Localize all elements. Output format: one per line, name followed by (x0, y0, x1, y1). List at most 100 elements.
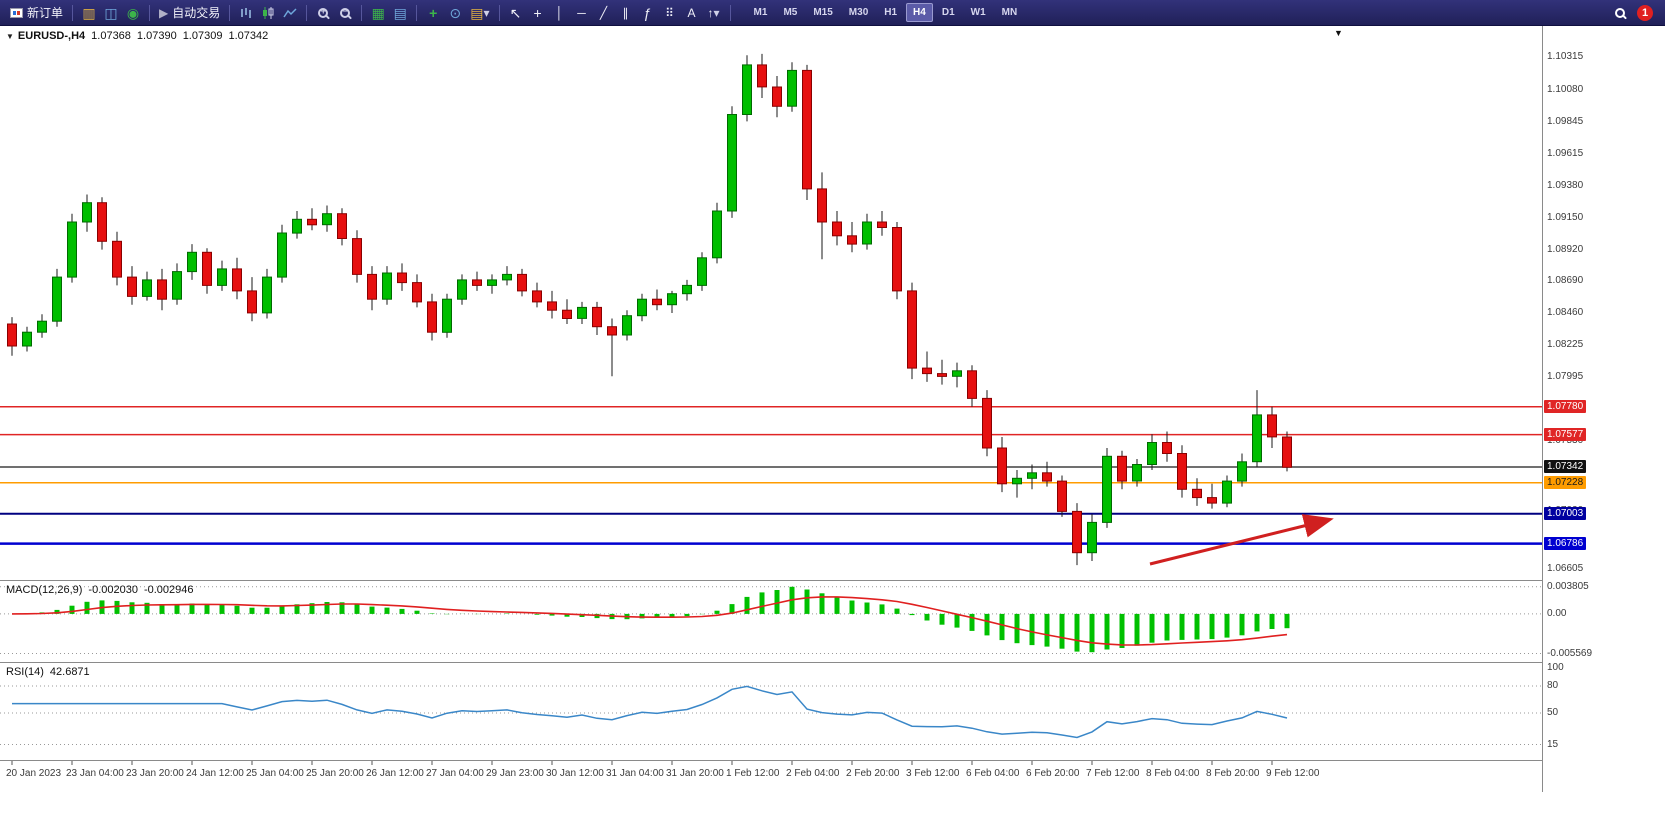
autotrading-icon: ▶ (159, 5, 169, 20)
crosshair-icon: + (533, 4, 542, 21)
timeframe-button-H1[interactable]: H1 (884, 7, 898, 18)
price-level-label: 1.07003 (1544, 506, 1587, 520)
new-order-button[interactable]: 新订单 (7, 3, 66, 23)
templates-button[interactable]: ▤ ▾ (467, 3, 492, 23)
profiles-button[interactable]: ◫ (101, 3, 121, 23)
timeframe-button-D1[interactable]: D1 (941, 7, 955, 18)
rsi-value: 42.6871 (49, 666, 90, 678)
arrows-tool-icon: ↑ (707, 5, 714, 20)
time-axis-label: 2 Feb 20:00 (846, 768, 900, 779)
toolbar-separator (72, 4, 74, 21)
time-axis-label: 23 Jan 04:00 (66, 768, 124, 779)
axis-label: 0.003805 (1547, 580, 1589, 592)
chart-window: ▼ EURUSD-,H4 1.07368 1.07390 1.07309 1.07342 … (0, 26, 1665, 837)
axis-label: 15 (1547, 738, 1559, 750)
macd-layer (0, 586, 1542, 654)
ohlc-high: 1.07390 (136, 30, 177, 42)
axis-label: 1.09150 (1547, 211, 1584, 223)
shapes-tool-button[interactable]: ⠿ (660, 3, 680, 23)
notification-badge[interactable]: 1 (1637, 4, 1653, 21)
time-axis-label: 1 Feb 12:00 (726, 768, 780, 779)
time-axis-label: 7 Feb 12:00 (1086, 768, 1140, 779)
ohlc-close: 1.07342 (228, 30, 269, 42)
trend-arrow-annotation[interactable] (1149, 514, 1334, 566)
fibonacci-tool-button[interactable]: ƒ (638, 3, 658, 23)
bar-chart-icon (241, 7, 252, 18)
candlestick-mode-button[interactable] (258, 3, 278, 23)
toolbar-separator (306, 4, 308, 21)
ohlc-open: 1.07368 (91, 30, 131, 42)
time-axis-label: 9 Feb 12:00 (1266, 768, 1320, 779)
timeframe-button-M1[interactable]: M1 (753, 7, 768, 18)
toolbar-separator (416, 4, 418, 21)
price-level-label: 1.07577 (1544, 427, 1587, 441)
tile-windows-button[interactable]: ▦ (368, 3, 388, 23)
line-chart-mode-button[interactable] (280, 3, 300, 23)
text-tool-button[interactable]: A (682, 3, 702, 23)
price-chart-canvas[interactable] (0, 26, 1542, 792)
channel-icon: ∥ (622, 5, 629, 20)
time-axis-label: 3 Feb 12:00 (906, 768, 960, 779)
fibonacci-icon: ƒ (643, 4, 652, 21)
cascade-windows-button[interactable]: ▤ (390, 3, 410, 23)
timeframe-group: M1 M5 M15 M30 H1 H4 D1 W1 MN (746, 3, 1026, 22)
crosshair-tool-button[interactable]: + (528, 3, 548, 23)
horizontal-line-tool-button[interactable]: ─ (572, 3, 592, 23)
toolbar-separator (149, 4, 151, 21)
arrows-tool-button[interactable]: ↑ ▾ (704, 3, 724, 23)
toolbar: 新订单 ▥ ◫ ◉ ▶ 自动交易 + − ▦ ▤ + ⊙ ▤ ▾ ↖ + │ ─ … (0, 0, 1665, 26)
zoom-in-button[interactable]: + (313, 3, 333, 23)
axis-label: 1.09380 (1547, 180, 1584, 192)
new-order-icon (10, 7, 23, 18)
bar-chart-mode-button[interactable] (236, 3, 256, 23)
axis-label: 0.00 (1547, 607, 1567, 619)
horizontal-lines-layer[interactable] (0, 405, 1542, 545)
vertical-line-tool-button[interactable]: │ (550, 3, 570, 23)
time-axis-label: 25 Jan 04:00 (246, 768, 304, 779)
zoom-out-icon: − (340, 6, 351, 18)
cycles-button[interactable]: ⊙ (445, 3, 465, 23)
scroll-to-end-marker[interactable]: ▼ (1334, 28, 1343, 38)
shapes-icon: ⠿ (665, 5, 674, 20)
zoom-out-button[interactable]: − (335, 3, 355, 23)
profiles-icon: ◫ (104, 4, 118, 21)
trendline-tool-button[interactable]: ╱ (594, 3, 614, 23)
price-level-label: 1.07342 (1544, 460, 1587, 473)
cursor-icon: ↖ (509, 4, 522, 21)
timeframe-button-MN[interactable]: MN (1001, 7, 1018, 18)
collapse-indicator-icon[interactable]: ▼ (6, 32, 14, 41)
community-button[interactable]: ◉ (123, 3, 143, 23)
time-axis-label: 27 Jan 04:00 (426, 768, 484, 779)
macd-name: MACD(12,26,9) (6, 584, 83, 596)
time-axis-label: 29 Jan 23:00 (486, 768, 544, 779)
time-axis-label: 24 Jan 12:00 (186, 768, 244, 779)
rsi-name: RSI(14) (6, 666, 44, 678)
rsi-indicator-label: RSI(14) 42.6871 (6, 666, 90, 678)
price-axis[interactable]: 1.10315 1.10080 1.09845 1.09615 1.09380 1.091… (1542, 26, 1665, 792)
pane-separator[interactable] (0, 662, 1665, 663)
channel-tool-button[interactable]: ∥ (616, 3, 636, 23)
trendline-icon: ╱ (599, 5, 608, 20)
autotrading-button[interactable]: ▶ 自动交易 (156, 3, 223, 23)
rsi-layer (0, 685, 1542, 745)
cursor-tool-button[interactable]: ↖ (506, 3, 526, 23)
toolbar-separator (498, 4, 500, 21)
time-axis-label: 26 Jan 12:00 (366, 768, 424, 779)
charts-button[interactable]: ▥ (79, 3, 99, 23)
timeframe-button-M15[interactable]: M15 (813, 7, 833, 18)
autotrading-label: 自动交易 (172, 5, 221, 20)
pane-separator[interactable] (0, 760, 1665, 761)
timeframe-button-M5[interactable]: M5 (783, 7, 798, 18)
axis-label: 1.09615 (1547, 147, 1584, 159)
search-button[interactable] (1610, 3, 1630, 23)
dropdown-caret-icon: ▾ (713, 5, 720, 20)
timeframe-button-W1[interactable]: W1 (970, 7, 986, 18)
time-axis-label: 8 Feb 20:00 (1206, 768, 1260, 779)
macd-indicator-label: MACD(12,26,9) -0.002030 -0.002946 (6, 584, 194, 596)
cascade-windows-icon: ▤ (393, 4, 407, 21)
indicators-button[interactable]: + (423, 3, 443, 23)
timeframe-button-H4[interactable]: H4 (906, 3, 933, 22)
timeframe-button-M30[interactable]: M30 (848, 7, 869, 18)
templates-icon: ▤ (470, 4, 484, 21)
pane-separator[interactable] (0, 580, 1665, 581)
